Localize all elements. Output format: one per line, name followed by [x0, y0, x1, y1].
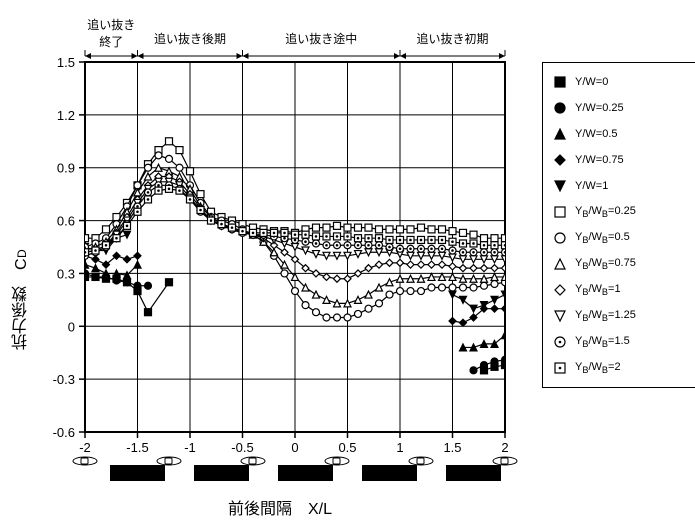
svg-text:-1.5: -1.5	[126, 440, 148, 455]
legend-label: Y/W=0	[575, 76, 608, 88]
legend: Y/W=0 Y/W=0.25 Y/W=0.5 Y/W=0.75 Y/W=1 YB/WB=0…	[542, 62, 695, 388]
diagram-car	[73, 457, 97, 465]
diagram-block	[446, 465, 501, 481]
svg-text:0.6: 0.6	[57, 214, 75, 229]
legend-label: YB/WB=0.5	[575, 231, 630, 245]
legend-label: Y/W=0.75	[575, 154, 624, 166]
svg-text:1.2: 1.2	[57, 108, 75, 123]
svg-text:-0.6: -0.6	[53, 425, 75, 440]
legend-label: YB/WB=2	[575, 361, 621, 375]
diagram-car	[493, 457, 517, 465]
legend-item-ybwb15: YB/WB=1.5	[551, 329, 691, 355]
svg-text:1.5: 1.5	[443, 440, 461, 455]
legend-item-ybwb1: YB/WB=1	[551, 277, 691, 303]
y-axis-label: 抗力係数 CD	[10, 150, 34, 350]
legend-item-yw075: Y/W=0.75	[551, 147, 691, 173]
legend-item-yw025: Y/W=0.25	[551, 95, 691, 121]
legend-item-ybwb125: YB/WB=1.25	[551, 303, 691, 329]
legend-item-yw1: Y/W=1	[551, 173, 691, 199]
svg-text:0.5: 0.5	[338, 440, 356, 455]
legend-label: Y/W=0.25	[575, 102, 624, 114]
svg-text:0: 0	[68, 319, 75, 334]
diagram-car	[157, 457, 181, 465]
phase-label-3: 追い抜き初期	[408, 30, 498, 47]
svg-text:0.3: 0.3	[57, 266, 75, 281]
svg-text:-0.5: -0.5	[231, 440, 253, 455]
legend-label: YB/WB=1	[575, 283, 621, 297]
legend-label: YB/WB=0.25	[575, 205, 636, 219]
svg-text:-1: -1	[184, 440, 196, 455]
svg-text:2: 2	[501, 440, 508, 455]
diagram-block	[110, 465, 165, 481]
diagram-car	[409, 457, 433, 465]
svg-text:0: 0	[291, 440, 298, 455]
phase-label-1: 追い抜き後期	[145, 30, 235, 47]
legend-label: YB/WB=1.25	[575, 309, 636, 323]
legend-label: Y/W=1	[575, 180, 608, 192]
legend-item-yw05: Y/W=0.5	[551, 121, 691, 147]
svg-text:1.5: 1.5	[57, 55, 75, 70]
legend-item-ybwb075: YB/WB=0.75	[551, 251, 691, 277]
legend-label: YB/WB=0.75	[575, 257, 636, 271]
svg-text:-0.3: -0.3	[53, 372, 75, 387]
x-axis-label: 前後間隔 X/L	[0, 495, 560, 519]
svg-text:0.9: 0.9	[57, 161, 75, 176]
legend-label: YB/WB=1.5	[575, 335, 630, 349]
legend-item-yw0: Y/W=0	[551, 69, 691, 95]
diagram-block	[194, 465, 249, 481]
legend-item-ybwb025: YB/WB=0.25	[551, 199, 691, 225]
legend-item-ybwb2: YB/WB=2	[551, 355, 691, 381]
diagram-block	[278, 465, 333, 481]
diagram-car	[325, 457, 349, 465]
phase-label-2: 追い抜き途中	[276, 30, 366, 47]
svg-text:1: 1	[396, 440, 403, 455]
svg-text:-2: -2	[79, 440, 91, 455]
diagram-car	[241, 457, 265, 465]
phase-label-0: 追い抜き終了	[66, 16, 156, 50]
legend-item-ybwb05: YB/WB=0.5	[551, 225, 691, 251]
legend-label: Y/W=0.5	[575, 128, 618, 140]
diagram-block	[362, 465, 417, 481]
